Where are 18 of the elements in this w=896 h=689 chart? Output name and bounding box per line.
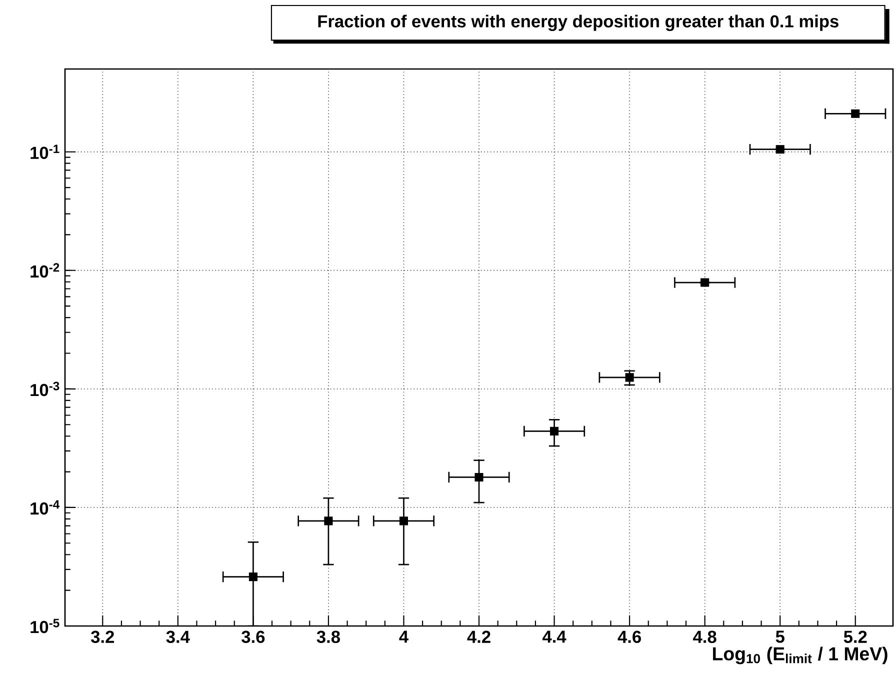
y-tick-label: 10$^{-1}$ [30, 144, 60, 160]
y-tick-label: 10$^{-3}$ [30, 382, 60, 396]
x-tick-label: 4.6 [618, 630, 641, 643]
y-tick-label: 10$^{-2}$ [30, 263, 60, 278]
x-tick-label: 3.4 [166, 630, 190, 644]
y-tick-label: 10$^{-5}$ [30, 618, 60, 634]
x-tick-label: 5 [776, 630, 784, 643]
x-tick-label: 3.6 [242, 630, 265, 644]
x-axis-title: Log$_{10}$ (E$_{limit}$ / 1 MeV) [713, 646, 888, 664]
x-tick-label: 4.8 [693, 630, 716, 643]
x-tick-label: 5.2 [844, 630, 867, 643]
x-tick-label: 4 [399, 630, 408, 643]
y-tick-label: 10$^{-4}$ [30, 500, 60, 515]
x-tick-label: 3.2 [90, 630, 114, 644]
chart-title: Fraction of events with energy deposition greater than 0.1 mips [318, 14, 838, 31]
x-tick-label: 3.8 [316, 630, 340, 644]
x-tick-label: 4.4 [542, 630, 566, 643]
x-tick-label: 4.2 [467, 630, 490, 643]
